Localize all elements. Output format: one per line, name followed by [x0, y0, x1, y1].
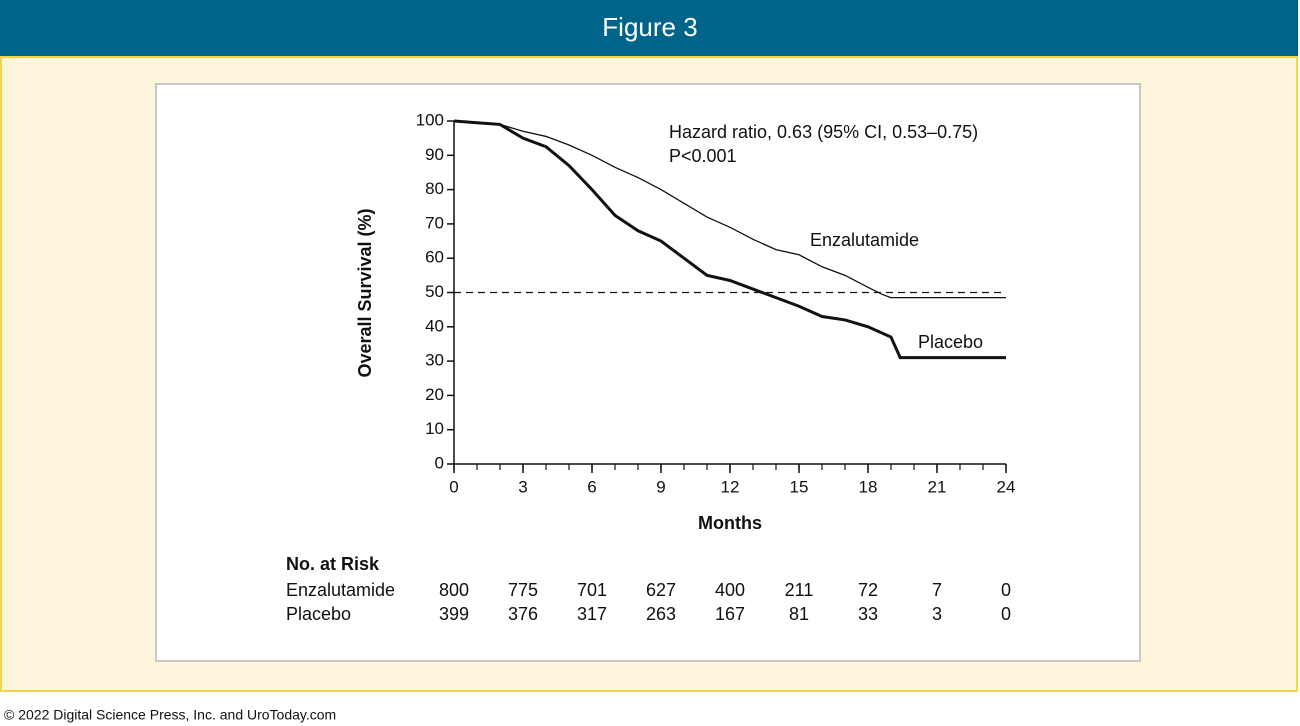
- risk-row-name: Placebo: [286, 604, 351, 624]
- annotation: P<0.001: [669, 146, 737, 166]
- y-axis-label: Overall Survival (%): [355, 208, 375, 377]
- y-tick-label: 60: [425, 248, 444, 267]
- y-tick-label: 10: [425, 419, 444, 438]
- y-tick-label: 70: [425, 213, 444, 232]
- panel: [155, 83, 1141, 662]
- y-tick-label: 50: [425, 282, 444, 301]
- survival-curve: [453, 119, 1006, 360]
- risk-count: 7: [932, 580, 942, 600]
- x-tick-label: 18: [859, 477, 878, 496]
- x-tick-label: 15: [790, 477, 809, 496]
- x-tick-label: 21: [928, 477, 947, 496]
- figure-title: Figure 3: [602, 12, 697, 42]
- y-tick-label: 80: [425, 179, 444, 198]
- x-tick-label: 3: [518, 477, 527, 496]
- risk-count: 33: [858, 604, 878, 624]
- y-tick-label: 90: [425, 145, 444, 164]
- x-tick-label: 12: [721, 477, 740, 496]
- series-label: Placebo: [918, 332, 983, 352]
- risk-table-title: No. at Risk: [286, 554, 380, 574]
- risk-count: 701: [577, 580, 607, 600]
- series-label: Enzalutamide: [810, 230, 919, 250]
- risk-count: 3: [932, 604, 942, 624]
- x-tick-label: 24: [997, 477, 1016, 496]
- header-bar: [0, 0, 1298, 57]
- risk-row-name: Enzalutamide: [286, 580, 395, 600]
- y-tick-label: 30: [425, 351, 444, 370]
- risk-count: 400: [715, 580, 745, 600]
- survival-curve: [453, 120, 1006, 299]
- x-tick-label: 9: [656, 477, 665, 496]
- x-tick-label: 0: [449, 477, 458, 496]
- annotation: Hazard ratio, 0.63 (95% CI, 0.53–0.75): [669, 122, 978, 142]
- risk-count: 775: [508, 580, 538, 600]
- risk-count: 317: [577, 604, 607, 624]
- x-tick-label: 6: [587, 477, 596, 496]
- risk-count: 167: [715, 604, 745, 624]
- y-tick-label: 100: [416, 110, 444, 129]
- risk-count: 0: [1001, 580, 1011, 600]
- risk-count: 399: [439, 604, 469, 624]
- risk-count: 0: [1001, 604, 1011, 624]
- risk-count: 211: [785, 580, 814, 600]
- risk-count: 627: [646, 580, 676, 600]
- x-axis-label: Months: [698, 513, 762, 533]
- risk-count: 376: [508, 604, 538, 624]
- y-tick-label: 40: [425, 316, 444, 335]
- risk-count: 263: [646, 604, 676, 624]
- footer: © 2022 Digital Science Press, Inc. and U…: [4, 707, 336, 723]
- risk-count: 72: [858, 580, 878, 600]
- risk-count: 800: [439, 580, 469, 600]
- y-tick-label: 20: [425, 385, 444, 404]
- risk-count: 81: [789, 604, 809, 624]
- y-tick-label: 0: [435, 453, 444, 472]
